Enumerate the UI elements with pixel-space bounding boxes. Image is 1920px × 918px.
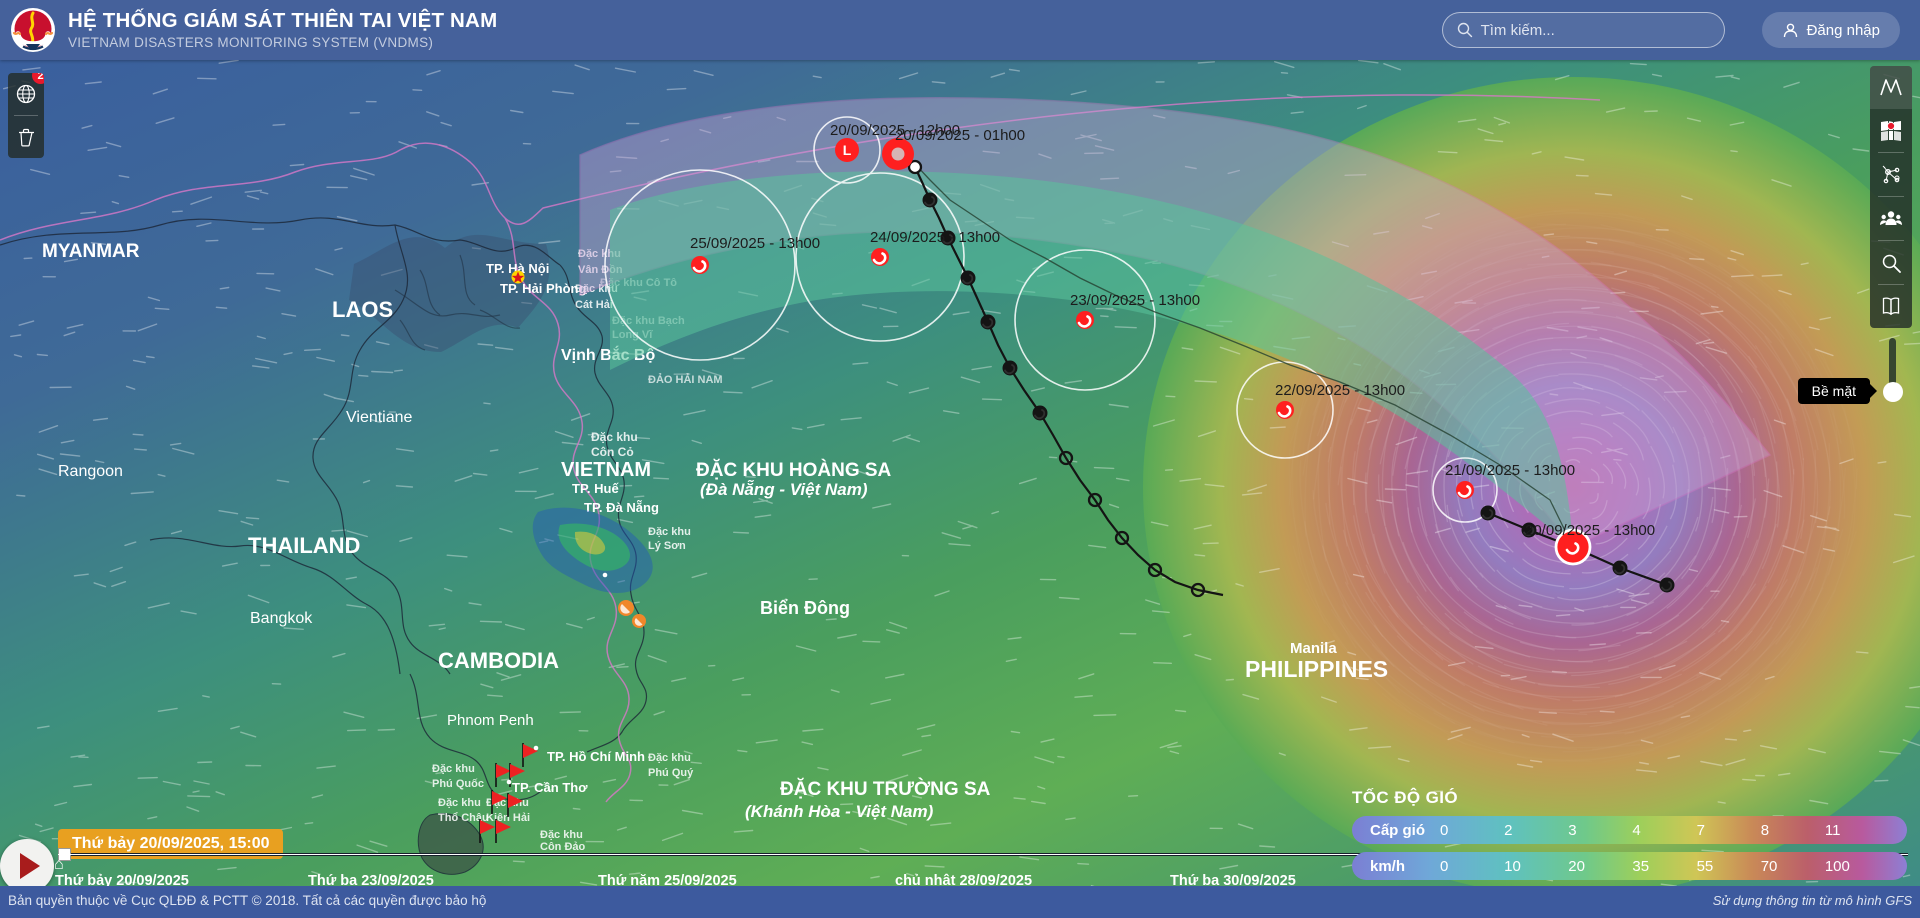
svg-text:24/09/2025 - 13h00: 24/09/2025 - 13h00 xyxy=(870,229,1000,246)
svg-text:VIETNAM: VIETNAM xyxy=(561,459,651,481)
svg-text:CAMBODIA: CAMBODIA xyxy=(438,648,559,673)
svg-text:Phnom Penh: Phnom Penh xyxy=(447,712,534,729)
svg-text:Vientiane: Vientiane xyxy=(346,409,413,426)
svg-text:ĐẶC KHU TRƯỜNG SA: ĐẶC KHU TRƯỜNG SA xyxy=(780,778,991,800)
svg-text:20/09/2025 - 01h00: 20/09/2025 - 01h00 xyxy=(895,127,1025,144)
svg-text:TP. Hải Phòng: TP. Hải Phòng xyxy=(500,281,586,296)
svg-text:Đặc khu: Đặc khu xyxy=(438,797,481,809)
svg-text:TP. Đà Nẵng: TP. Đà Nẵng xyxy=(584,500,659,515)
svg-text:THAILAND: THAILAND xyxy=(248,533,360,558)
svg-text:Đặc khu: Đặc khu xyxy=(648,752,691,764)
svg-text:Phú Quý: Phú Quý xyxy=(648,767,694,779)
svg-text:ĐẶC KHU HOÀNG SA: ĐẶC KHU HOÀNG SA xyxy=(696,459,892,481)
svg-text:Đặc khu: Đặc khu xyxy=(648,526,691,538)
svg-text:22/09/2025 - 13h00: 22/09/2025 - 13h00 xyxy=(1275,382,1405,399)
svg-text:PHILIPPINES: PHILIPPINES xyxy=(1245,656,1388,682)
svg-text:Đặc khu: Đặc khu xyxy=(432,763,475,775)
svg-text:(Đà Nẵng - Việt Nam): (Đà Nẵng - Việt Nam) xyxy=(700,479,868,499)
svg-text:Côn Cỏ: Côn Cỏ xyxy=(591,445,634,459)
svg-text:21/09/2025 - 13h00: 21/09/2025 - 13h00 xyxy=(1445,462,1575,479)
svg-text:LAOS: LAOS xyxy=(332,297,393,322)
svg-text:20/09/2025 - 13h00: 20/09/2025 - 13h00 xyxy=(1525,522,1655,539)
svg-text:Rangoon: Rangoon xyxy=(58,463,123,480)
svg-text:ĐẢO HẢI NAM: ĐẢO HẢI NAM xyxy=(648,373,723,386)
svg-text:TP. Huế: TP. Huế xyxy=(572,481,619,496)
svg-text:Manila: Manila xyxy=(1290,640,1337,657)
svg-text:Cát Hải: Cát Hải xyxy=(575,299,613,311)
svg-text:MYANMAR: MYANMAR xyxy=(42,241,140,262)
svg-text:TP. Cần Thơ: TP. Cần Thơ xyxy=(512,780,588,795)
svg-text:25/09/2025 - 13h00: 25/09/2025 - 13h00 xyxy=(690,235,820,252)
svg-text:Bangkok: Bangkok xyxy=(250,610,313,627)
svg-text:Lý Sơn: Lý Sơn xyxy=(648,540,686,552)
svg-text:Đặc khu: Đặc khu xyxy=(591,430,638,444)
svg-text:Biển Đông: Biển Đông xyxy=(760,598,850,618)
svg-text:TP. Hồ Chí Minh: TP. Hồ Chí Minh xyxy=(547,749,645,764)
svg-text:23/09/2025 - 13h00: 23/09/2025 - 13h00 xyxy=(1070,292,1200,309)
svg-text:Phú Quốc: Phú Quốc xyxy=(432,778,484,790)
svg-text:L: L xyxy=(843,142,852,158)
